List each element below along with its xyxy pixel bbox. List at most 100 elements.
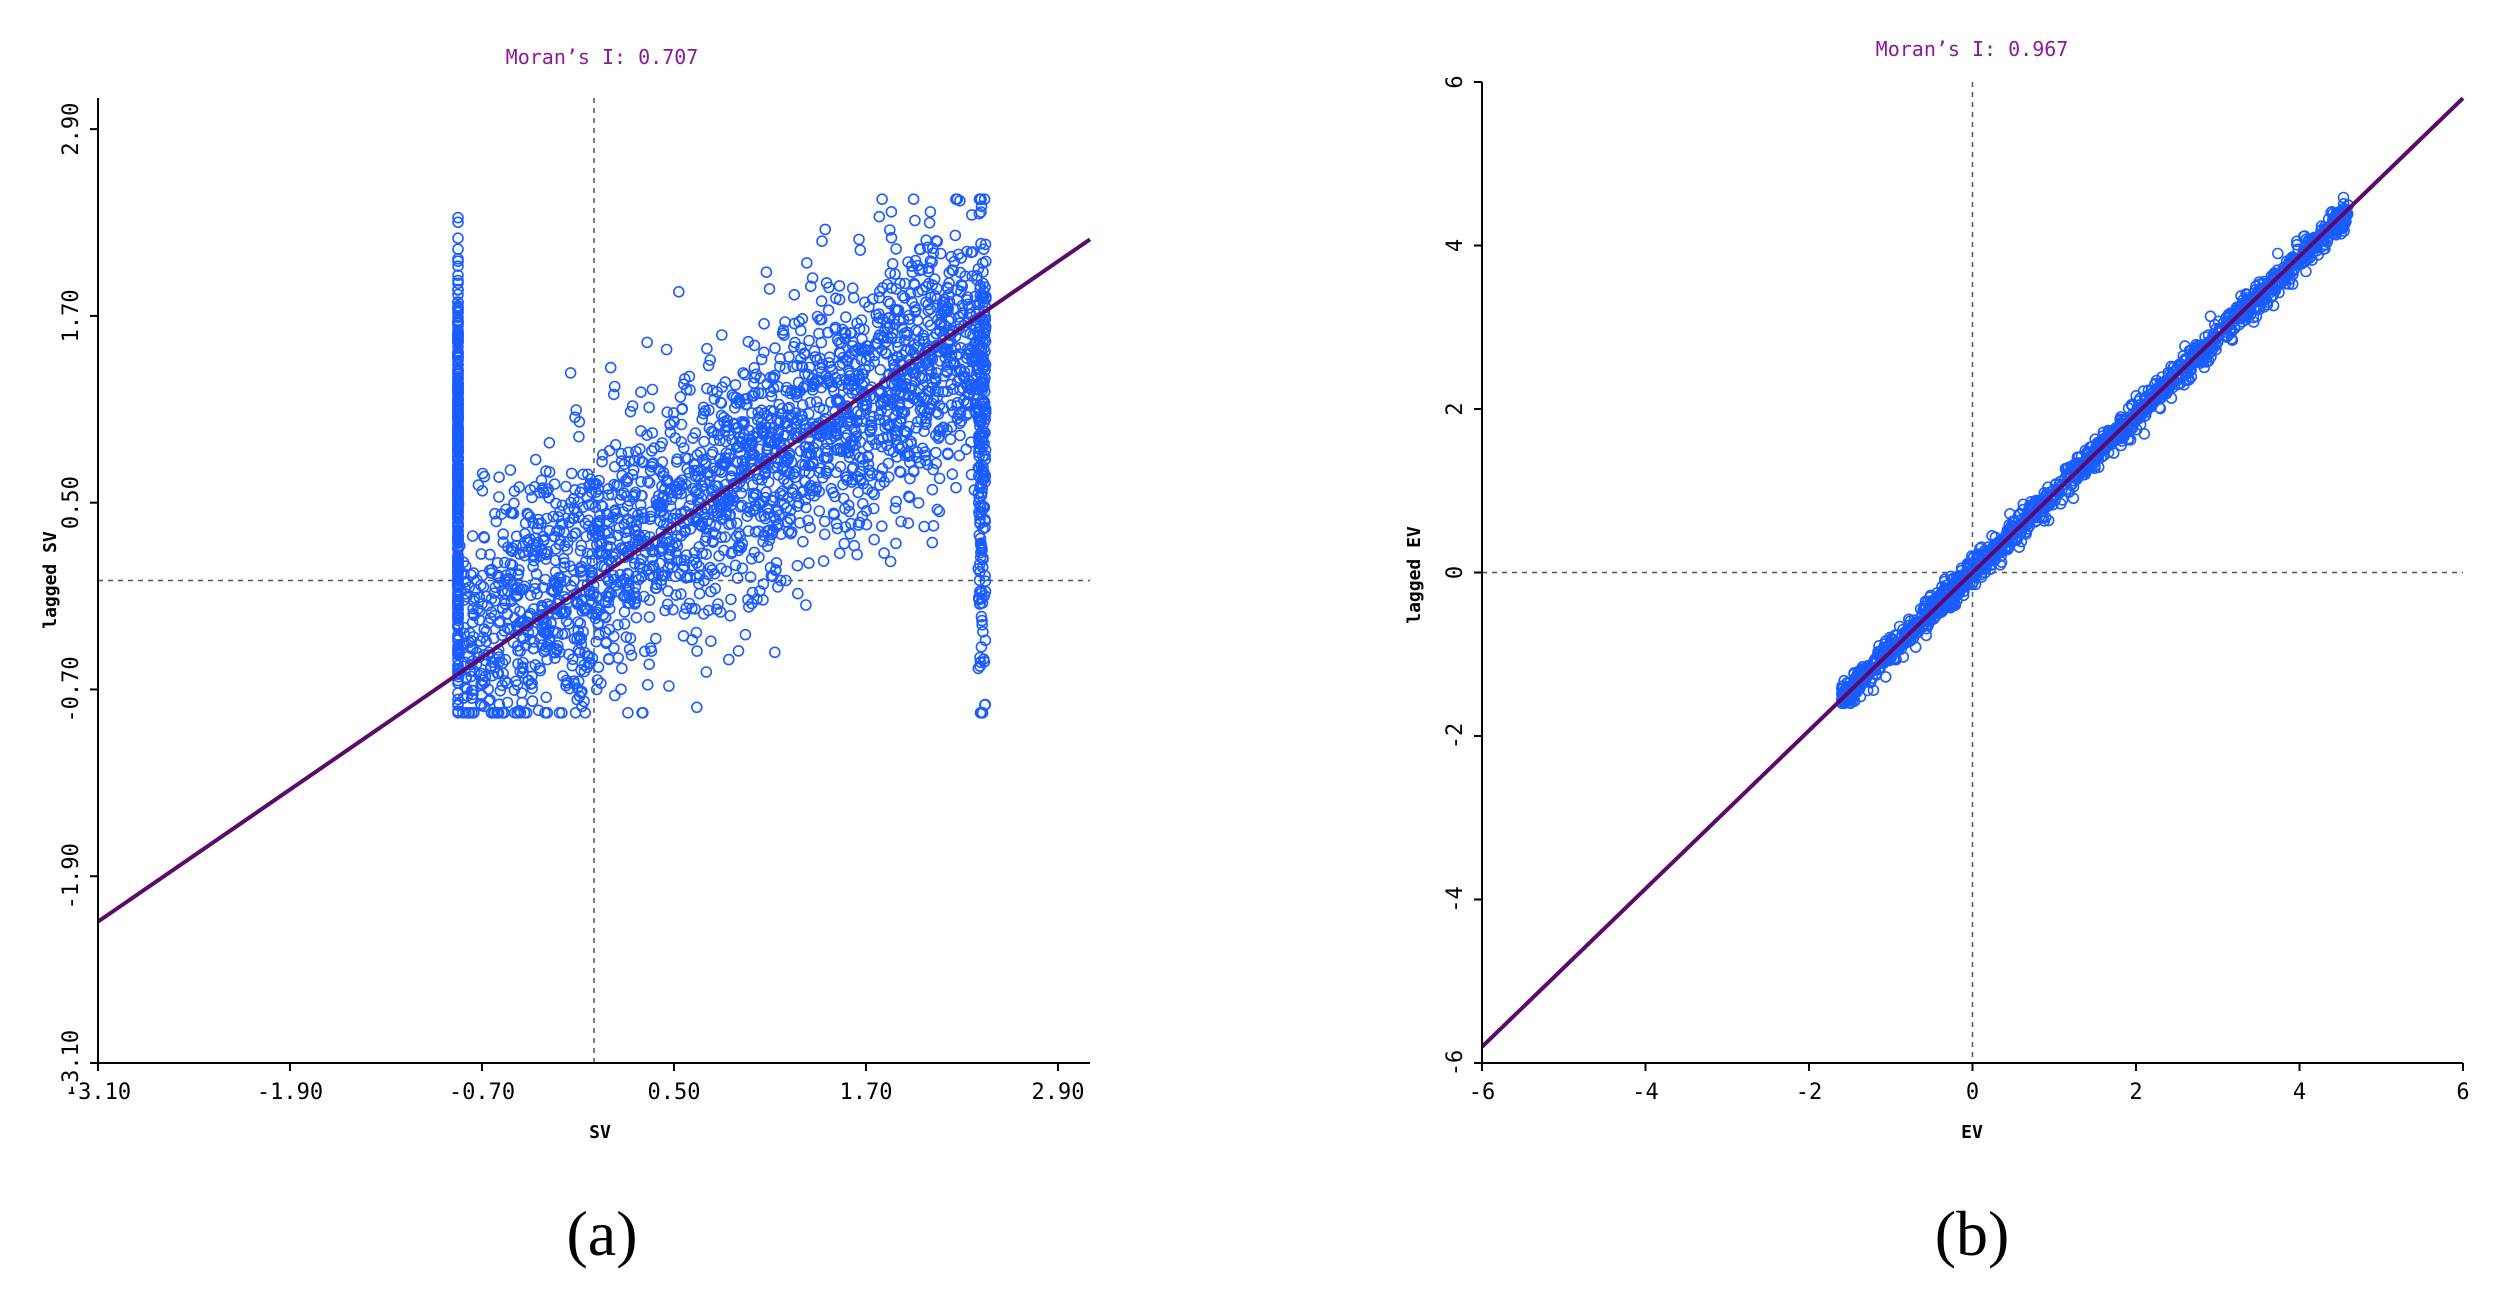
scatter-point — [973, 207, 986, 220]
scatter-point — [722, 496, 735, 509]
scatter-point — [978, 316, 991, 329]
scatter-point — [614, 568, 627, 581]
scatter-point — [731, 440, 744, 453]
scatter-point — [538, 533, 550, 546]
scatter-point — [803, 361, 816, 374]
scatter-point — [540, 486, 553, 498]
scatter-point — [843, 351, 856, 363]
scatter-point — [734, 500, 747, 513]
scatter-point — [581, 468, 594, 481]
scatter-point — [730, 517, 743, 530]
scatter-point — [573, 690, 586, 702]
scatter-point — [643, 611, 656, 623]
scatter-point — [694, 446, 707, 459]
scatter-point — [452, 372, 464, 385]
scatter-point — [635, 475, 647, 488]
scatter-point — [487, 632, 500, 645]
scatter-point — [938, 318, 950, 331]
scatter-point — [661, 598, 674, 611]
scatter-point — [766, 570, 779, 583]
scatter-point — [452, 408, 464, 421]
scatter-point — [937, 342, 949, 355]
scatter-point — [485, 706, 498, 719]
scatter-point — [765, 412, 778, 425]
scatter-point — [848, 424, 861, 436]
scatter-point — [1954, 579, 1966, 592]
scatter-point — [742, 525, 755, 537]
scatter-point — [961, 291, 974, 303]
x-tick-label: -2 — [1796, 1080, 1823, 1105]
chart-a-title: Moran’s I: 0.707 — [506, 45, 699, 69]
x-tick-label: 4 — [2293, 1080, 2306, 1105]
scatter-point — [452, 469, 464, 482]
scatter-point — [760, 455, 773, 468]
scatter-point — [1899, 629, 1912, 642]
scatter-point — [452, 562, 464, 574]
scatter-point — [579, 646, 591, 659]
scatter-point — [779, 362, 792, 375]
scatter-point — [976, 257, 989, 270]
scatter-point — [506, 578, 519, 591]
scatter-point — [830, 376, 843, 389]
scatter-point — [710, 603, 723, 616]
scatter-point — [789, 386, 801, 398]
scatter-point — [452, 631, 464, 644]
scatter-point — [792, 376, 805, 389]
scatter-point — [871, 469, 884, 482]
scatter-point — [886, 257, 899, 270]
x-tick-label: 0.50 — [648, 1080, 701, 1105]
scatter-point — [557, 670, 569, 682]
scatter-point — [1867, 684, 1880, 697]
scatter-point — [688, 464, 701, 477]
scatter-point — [625, 516, 638, 529]
scatter-point — [789, 465, 802, 478]
chart-a: Moran’s I: 0.707 -3.10 -1.90 -0.70 0.50 1.70… — [40, 45, 1092, 1269]
scatter-point — [452, 668, 464, 681]
scatter-point — [808, 345, 821, 357]
scatter-point — [831, 334, 844, 346]
scatter-point — [961, 343, 974, 355]
scatter-point — [721, 414, 734, 427]
scatter-point — [709, 480, 722, 492]
scatter-point — [754, 510, 767, 523]
scatter-point — [657, 466, 670, 479]
scatter-point — [572, 616, 584, 628]
scatter-point — [911, 394, 924, 407]
scatter-point — [645, 645, 658, 658]
scatter-point — [877, 432, 889, 445]
scatter-point — [675, 418, 688, 431]
scatter-point — [452, 243, 464, 255]
scatter-point — [818, 528, 831, 541]
y-tick-label: -0.70 — [59, 656, 84, 722]
scatter-point — [529, 582, 541, 595]
scatter-point — [593, 604, 605, 616]
scatter-point — [703, 422, 716, 435]
scatter-point — [829, 323, 841, 336]
scatter-point — [818, 451, 831, 464]
scatter-point — [979, 449, 991, 462]
scatter-point — [974, 438, 987, 451]
scatter-point — [814, 430, 827, 443]
scatter-point — [452, 348, 464, 360]
scatter-point — [757, 578, 770, 590]
scatter-point — [765, 390, 778, 402]
scatter-point — [704, 354, 717, 366]
scatter-point — [724, 609, 737, 622]
scatter-point — [482, 695, 495, 707]
scatter-point — [907, 465, 920, 478]
scatter-point — [878, 547, 890, 559]
scatter-point — [965, 353, 978, 365]
scatter-point — [622, 446, 635, 459]
scatter-point — [695, 492, 708, 504]
scatter-point — [881, 322, 894, 335]
scatter-point — [489, 507, 501, 520]
scatter-point — [556, 499, 569, 512]
scatter-point — [452, 296, 464, 308]
scatter-point — [846, 473, 859, 486]
scatter-point — [979, 372, 991, 385]
scatter-point — [757, 594, 769, 606]
scatter-point — [540, 617, 553, 629]
scatter-point — [933, 472, 946, 485]
scatter-point — [664, 426, 677, 439]
